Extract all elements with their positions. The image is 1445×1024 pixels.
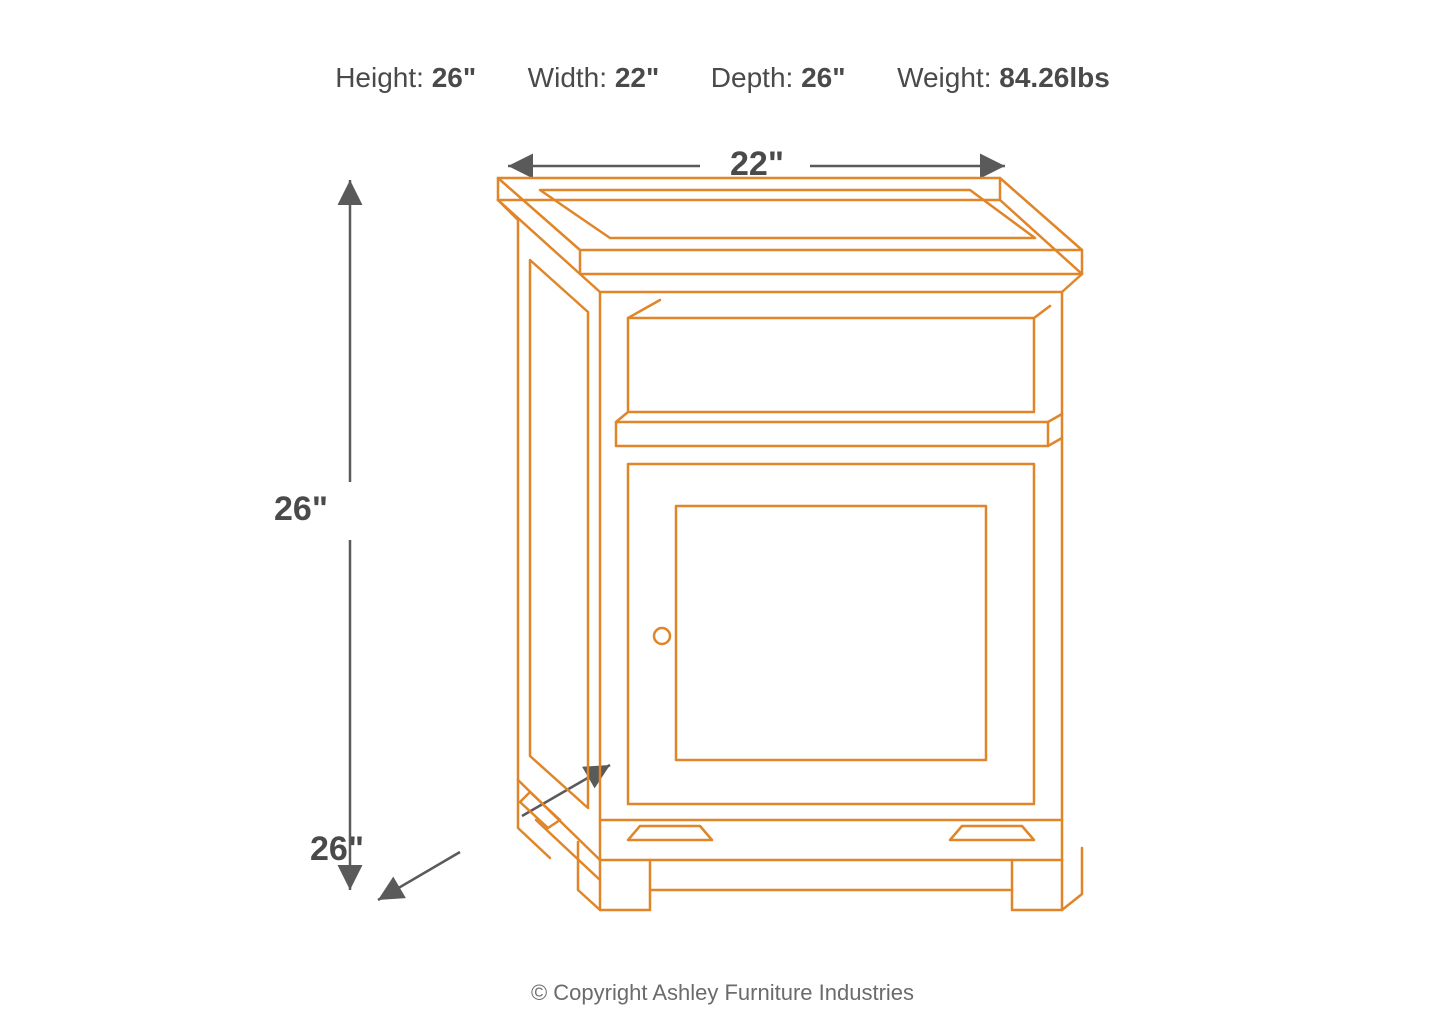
height-value: 26" bbox=[432, 62, 476, 93]
depth-label: Depth: bbox=[711, 62, 794, 93]
copyright-text: © Copyright Ashley Furniture Industries bbox=[0, 980, 1445, 1006]
spec-line: Height: 26" Width: 22" Depth: 26" Weight… bbox=[0, 62, 1445, 94]
height-label: Height: bbox=[335, 62, 424, 93]
depth-value: 26" bbox=[801, 62, 845, 93]
weight-label: Weight: bbox=[897, 62, 991, 93]
width-value: 22" bbox=[615, 62, 659, 93]
furniture-diagram bbox=[230, 120, 1220, 980]
weight-value: 84.26lbs bbox=[999, 62, 1110, 93]
width-label: Width: bbox=[528, 62, 607, 93]
